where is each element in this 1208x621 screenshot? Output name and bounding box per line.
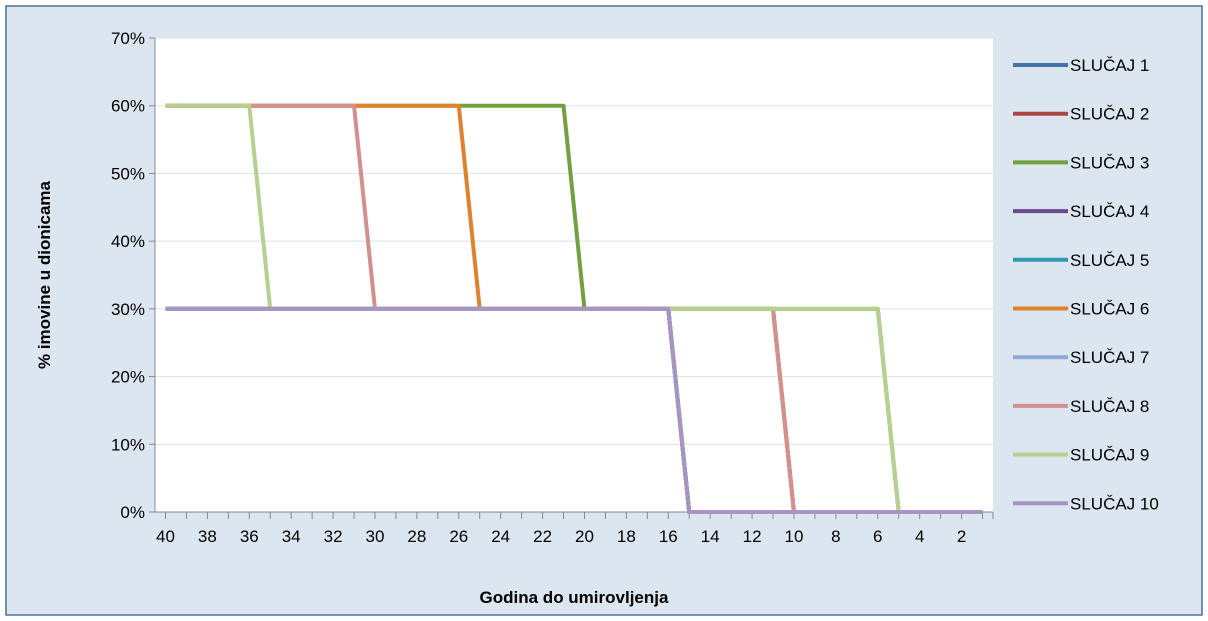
x-tick-label: 20 bbox=[575, 527, 594, 546]
x-tick-label: 28 bbox=[407, 527, 426, 546]
legend-label-slucaj-2: SLUČAJ 2 bbox=[1070, 105, 1149, 124]
legend-label-slucaj-10: SLUČAJ 10 bbox=[1070, 494, 1159, 513]
x-tick-label: 40 bbox=[156, 527, 175, 546]
legend-label-slucaj-8: SLUČAJ 8 bbox=[1070, 397, 1149, 416]
x-axis-title: Godina do umirovljenja bbox=[480, 588, 669, 607]
plot-area bbox=[155, 38, 993, 512]
x-tick-label: 8 bbox=[831, 527, 840, 546]
legend-label-slucaj-7: SLUČAJ 7 bbox=[1070, 348, 1149, 367]
x-tick-label: 4 bbox=[915, 527, 924, 546]
y-tick-label: 70% bbox=[111, 29, 145, 48]
x-axis-ticks: 40 38 36 34 32 30 28 26 24 22 20 18 16 14 12 10 8 6 4 2 bbox=[156, 512, 994, 546]
x-tick-label: 10 bbox=[785, 527, 804, 546]
legend-label-slucaj-4: SLUČAJ 4 bbox=[1070, 202, 1149, 221]
x-tick-label: 6 bbox=[873, 527, 882, 546]
y-tick-label: 20% bbox=[111, 368, 145, 387]
x-tick-label: 12 bbox=[743, 527, 762, 546]
legend-label-slucaj-3: SLUČAJ 3 bbox=[1070, 153, 1149, 172]
gridlines bbox=[155, 37, 993, 445]
y-axis-title: % imovine u dionicama bbox=[35, 180, 54, 369]
x-tick-label: 38 bbox=[198, 527, 217, 546]
y-axis-ticks: 0% 10% 20% 30% 40% 50% 60% 70% bbox=[111, 29, 155, 522]
y-tick-label: 60% bbox=[111, 97, 145, 116]
y-tick-label: 50% bbox=[111, 164, 145, 183]
legend: SLUČAJ 1 SLUČAJ 2 SLUČAJ 3 SLUČAJ 4 SLUČAJ 5… bbox=[1013, 56, 1159, 513]
y-tick-label: 0% bbox=[120, 503, 145, 522]
x-tick-label: 16 bbox=[659, 527, 678, 546]
x-tick-label: 36 bbox=[240, 527, 259, 546]
x-tick-label: 18 bbox=[617, 527, 636, 546]
x-tick-label: 22 bbox=[533, 527, 552, 546]
x-tick-label: 2 bbox=[957, 527, 966, 546]
x-tick-label: 30 bbox=[366, 527, 385, 546]
x-tick-label: 34 bbox=[282, 527, 301, 546]
legend-label-slucaj-6: SLUČAJ 6 bbox=[1070, 300, 1149, 319]
x-tick-label: 24 bbox=[491, 527, 510, 546]
legend-label-slucaj-1: SLUČAJ 1 bbox=[1070, 56, 1149, 75]
x-tick-label: 26 bbox=[449, 527, 468, 546]
series-line-slucaj-10 bbox=[165, 306, 983, 514]
y-tick-label: 40% bbox=[111, 232, 145, 251]
y-tick-label: 30% bbox=[111, 300, 145, 319]
x-tick-label: 14 bbox=[701, 527, 720, 546]
series-lines bbox=[165, 103, 983, 514]
x-tick-label: 32 bbox=[324, 527, 343, 546]
y-tick-label: 10% bbox=[111, 435, 145, 454]
legend-label-slucaj-5: SLUČAJ 5 bbox=[1070, 251, 1149, 270]
legend-label-slucaj-9: SLUČAJ 9 bbox=[1070, 446, 1149, 465]
